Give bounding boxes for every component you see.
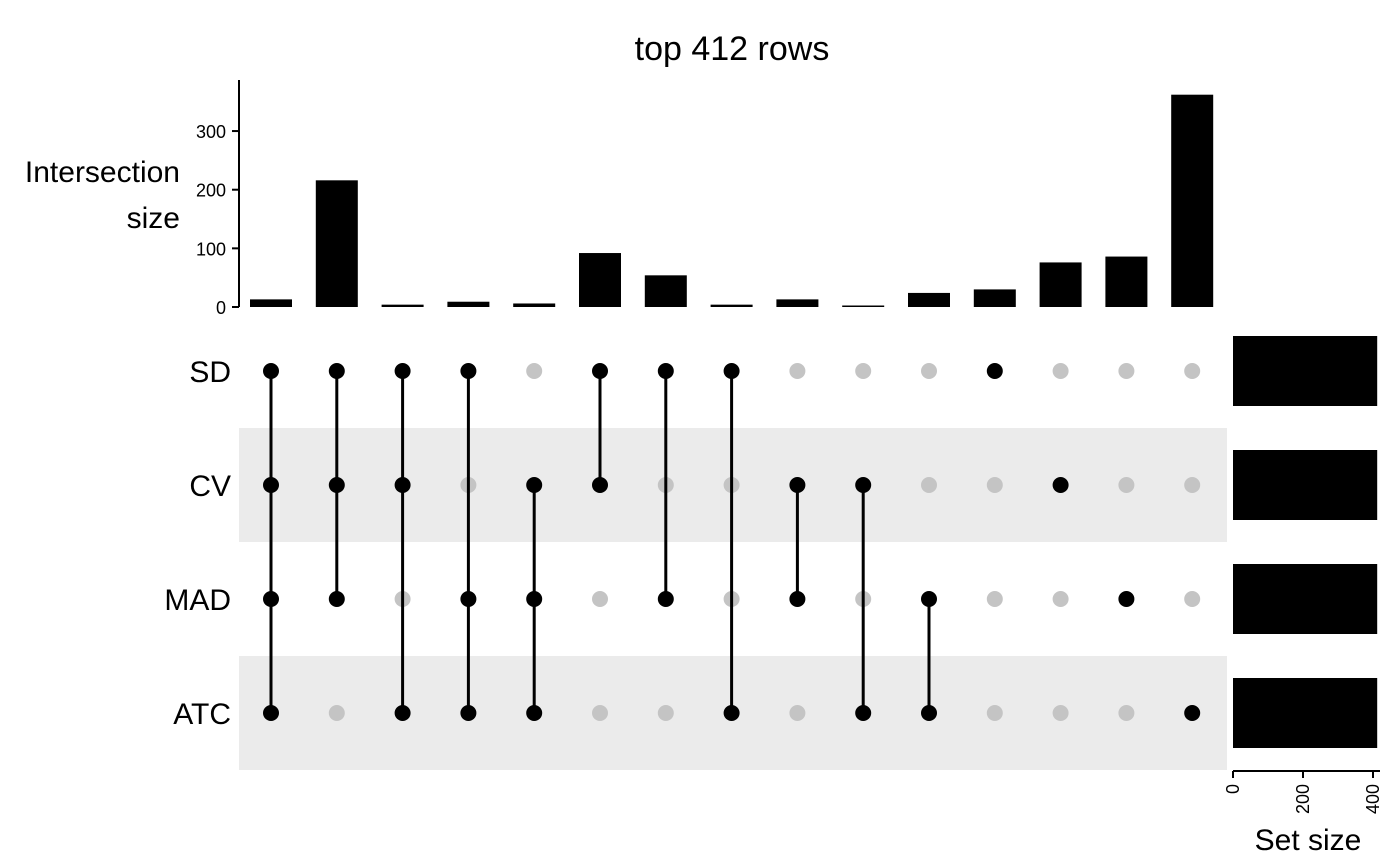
matrix-dot-inactive: [1118, 363, 1135, 379]
set-label-cv: CV: [189, 470, 231, 503]
chart-title: top 412 rows: [635, 30, 830, 68]
matrix-dot-inactive: [986, 705, 1003, 721]
matrix-dot-inactive: [1118, 477, 1135, 493]
set-size-bar-mad: [1233, 564, 1378, 634]
y-axis-label-line-1: Intersection: [25, 156, 180, 189]
matrix-dot-active: [921, 705, 937, 721]
matrix-dot-active: [394, 363, 411, 379]
matrix-dot-active: [263, 477, 279, 493]
set-size-axis: 0 200 400: [1223, 770, 1383, 814]
set-label-mad: MAD: [164, 584, 231, 617]
y-tick-label: 300: [196, 122, 226, 142]
matrix-dot-inactive: [657, 705, 674, 721]
matrix-dot-active: [592, 363, 608, 379]
matrix-dot-active: [657, 363, 674, 379]
matrix-dot-inactive: [789, 705, 806, 721]
matrix-dot-inactive: [592, 591, 608, 607]
matrix-dot-active: [855, 705, 872, 721]
matrix-dot-inactive: [1118, 705, 1135, 721]
matrix-dot-inactive: [526, 363, 543, 379]
matrix-dot-inactive: [1184, 591, 1201, 607]
matrix-dot-active: [394, 705, 411, 721]
set-size-tick-label: 200: [1293, 784, 1313, 814]
matrix-dot-inactive: [1052, 591, 1069, 607]
intersection-bar: [1039, 262, 1082, 307]
matrix-dot-active: [1184, 705, 1201, 721]
intersection-bar: [381, 304, 424, 307]
y-tick-label: 200: [196, 181, 226, 201]
matrix-dot-active: [855, 477, 872, 493]
matrix-dot-active: [328, 363, 345, 379]
matrix-dot-active: [328, 591, 345, 607]
set-size-tick-label: 0: [1223, 784, 1243, 794]
set-size-bar-sd: [1233, 336, 1378, 406]
matrix-dot-active: [1118, 591, 1135, 607]
matrix-dot-inactive: [1052, 363, 1069, 379]
intersection-bar: [250, 299, 292, 307]
matrix-dot-inactive: [1052, 705, 1069, 721]
matrix-dot-inactive: [1184, 363, 1201, 379]
matrix-dot-active: [526, 705, 543, 721]
matrix-dot-active: [986, 363, 1003, 379]
set-size-tick-label: 400: [1363, 784, 1383, 814]
matrix-dot-active: [592, 477, 608, 493]
y-axis-label-line-2: size: [127, 202, 180, 235]
matrix-dot-active: [328, 477, 345, 493]
set-labels: SD CV MAD ATC: [164, 356, 231, 731]
matrix-dot-inactive: [921, 477, 937, 493]
intersection-bar: [908, 292, 950, 307]
intersection-y-axis: 0 100 200 300: [196, 80, 240, 318]
intersection-bar: [1105, 256, 1148, 307]
matrix-dot-inactive: [789, 363, 806, 379]
intersection-bar: [776, 299, 819, 307]
matrix-dot-active: [723, 363, 740, 379]
set-label-sd: SD: [189, 356, 231, 389]
intersection-bar: [579, 253, 621, 307]
intersection-matrix: [263, 363, 1201, 721]
set-label-atc: ATC: [173, 698, 231, 731]
matrix-dot-active: [526, 477, 543, 493]
matrix-dot-active: [263, 705, 279, 721]
y-tick-label: 0: [216, 298, 226, 318]
set-size-bar-cv: [1233, 450, 1378, 520]
matrix-dot-active: [263, 591, 279, 607]
matrix-dot-active: [460, 705, 477, 721]
intersection-bar: [644, 275, 687, 307]
matrix-dot-inactive: [592, 705, 608, 721]
intersection-bar: [513, 303, 556, 307]
matrix-dot-active: [460, 363, 477, 379]
intersection-bar: [710, 304, 753, 307]
matrix-dot-active: [460, 591, 477, 607]
intersection-bar: [973, 289, 1016, 307]
matrix-dot-active: [921, 591, 937, 607]
intersection-bar: [1171, 94, 1214, 307]
matrix-dot-active: [789, 591, 806, 607]
intersection-bar: [447, 301, 490, 307]
intersection-bar: [842, 305, 885, 307]
matrix-dot-active: [723, 705, 740, 721]
matrix-dot-inactive: [986, 591, 1003, 607]
matrix-dot-inactive: [921, 363, 937, 379]
matrix-dot-active: [263, 363, 279, 379]
matrix-dot-inactive: [986, 477, 1003, 493]
matrix-dot-active: [1052, 477, 1069, 493]
intersection-bars: [250, 94, 1214, 307]
matrix-dot-active: [789, 477, 806, 493]
set-size-bar-atc: [1233, 678, 1378, 748]
y-tick-label: 100: [196, 239, 226, 259]
matrix-dot-active: [526, 591, 543, 607]
matrix-dot-inactive: [1184, 477, 1201, 493]
matrix-dot-active: [394, 477, 411, 493]
matrix-dot-active: [657, 591, 674, 607]
set-size-axis-label: Set size: [1255, 824, 1362, 857]
set-size-bars: [1233, 336, 1378, 748]
matrix-dot-inactive: [328, 705, 345, 721]
intersection-bar: [315, 180, 358, 307]
matrix-dot-inactive: [855, 363, 872, 379]
